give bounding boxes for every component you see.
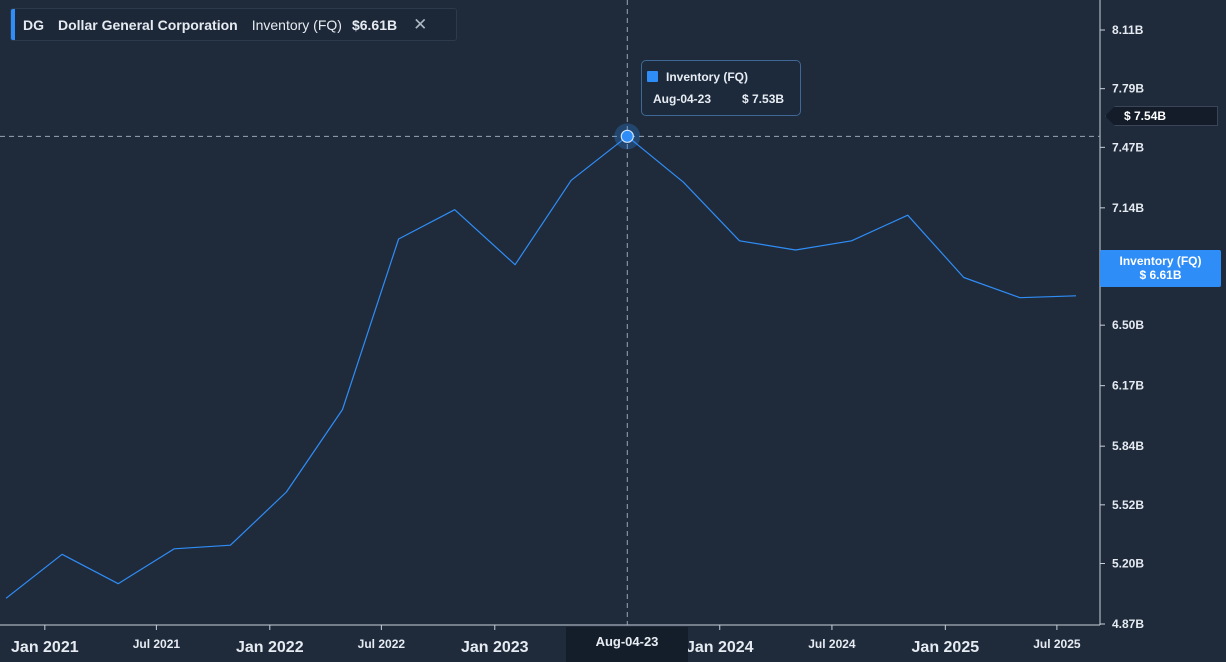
data-point <box>397 237 401 241</box>
data-tooltip: Inventory (FQ) Aug-04-23 $ 7.53B <box>641 60 801 116</box>
x-tick-label: Jan 2021 <box>11 639 79 656</box>
data-point <box>284 490 288 494</box>
tooltip-series-name: Inventory (FQ) <box>666 70 749 84</box>
series-last-value-tag: Inventory (FQ) $ 6.61B <box>1100 250 1221 287</box>
data-point <box>906 213 910 217</box>
highlight-point <box>620 129 634 143</box>
data-point <box>60 552 64 556</box>
data-point <box>116 582 120 586</box>
data-point <box>737 239 741 243</box>
data-point <box>1018 296 1022 300</box>
x-tick-label: Jul 2025 <box>1033 637 1081 651</box>
data-point <box>681 180 685 184</box>
x-tick-label: Jul 2024 <box>808 637 856 651</box>
chart-legend: DG Dollar General Corporation Inventory … <box>10 8 457 41</box>
series-line-0 <box>5 135 1077 599</box>
y-tick-label: 6.17B <box>1112 379 1144 393</box>
series-tag-name: Inventory (FQ) <box>1119 254 1202 268</box>
tooltip-series-swatch <box>647 71 658 82</box>
x-tick-label: Jul 2021 <box>133 637 181 651</box>
legend-value: $6.61B <box>351 16 398 33</box>
y-tick-label: 5.52B <box>1112 498 1144 512</box>
data-point <box>794 248 798 252</box>
series-inventory <box>4 123 1078 600</box>
data-point <box>453 208 457 212</box>
legend-company-name: Dollar General Corporation <box>58 16 238 33</box>
y-tick-label: 8.11B <box>1112 23 1144 37</box>
y-tick-label: 5.84B <box>1112 439 1144 453</box>
data-point <box>172 547 176 551</box>
data-point <box>228 543 232 547</box>
data-point <box>569 178 573 182</box>
data-point <box>1074 294 1078 298</box>
y-tick-label: 5.20B <box>1112 557 1144 571</box>
y-tick-label: 7.14B <box>1112 201 1144 215</box>
legend-metric: Inventory (FQ) <box>251 16 342 33</box>
tooltip-series-row: Inventory (FQ) <box>647 70 749 84</box>
chart-axes <box>0 0 1101 626</box>
crosshair-date-label: Aug-04-23 <box>566 627 688 662</box>
x-tick-label: Jul 2022 <box>358 637 406 651</box>
y-tick-label: 6.50B <box>1112 318 1144 332</box>
crosshair <box>0 0 1100 625</box>
crosshair-price-label: $ 7.54B <box>1105 106 1218 126</box>
x-tick-label: Jan 2024 <box>686 639 754 656</box>
tooltip-date: Aug-04-23 <box>653 92 712 106</box>
x-tick-label: Jan 2022 <box>236 639 304 656</box>
x-axis-ticks: Jan 2021 Jul 2021 Jan 2022 Jul 2022 Jan 2023… <box>11 625 1081 656</box>
y-tick-label: 7.47B <box>1112 140 1144 154</box>
x-tick-label: Jan 2025 <box>912 639 980 656</box>
y-tick-label: 4.87B <box>1112 617 1144 631</box>
x-tick-label: Jan 2023 <box>461 639 529 656</box>
y-tick-label: 7.79B <box>1112 82 1144 96</box>
data-point <box>513 263 517 267</box>
data-point <box>341 408 345 412</box>
tooltip-value: $ 7.53B <box>742 92 785 106</box>
data-point <box>962 276 966 280</box>
data-point <box>4 596 8 600</box>
series-tag-value: $ 6.61B <box>1139 268 1182 282</box>
close-icon[interactable]: ✕ <box>413 15 428 34</box>
legend-ticker: DG <box>23 16 44 33</box>
data-point <box>850 239 854 243</box>
legend-color-bar <box>11 9 15 40</box>
